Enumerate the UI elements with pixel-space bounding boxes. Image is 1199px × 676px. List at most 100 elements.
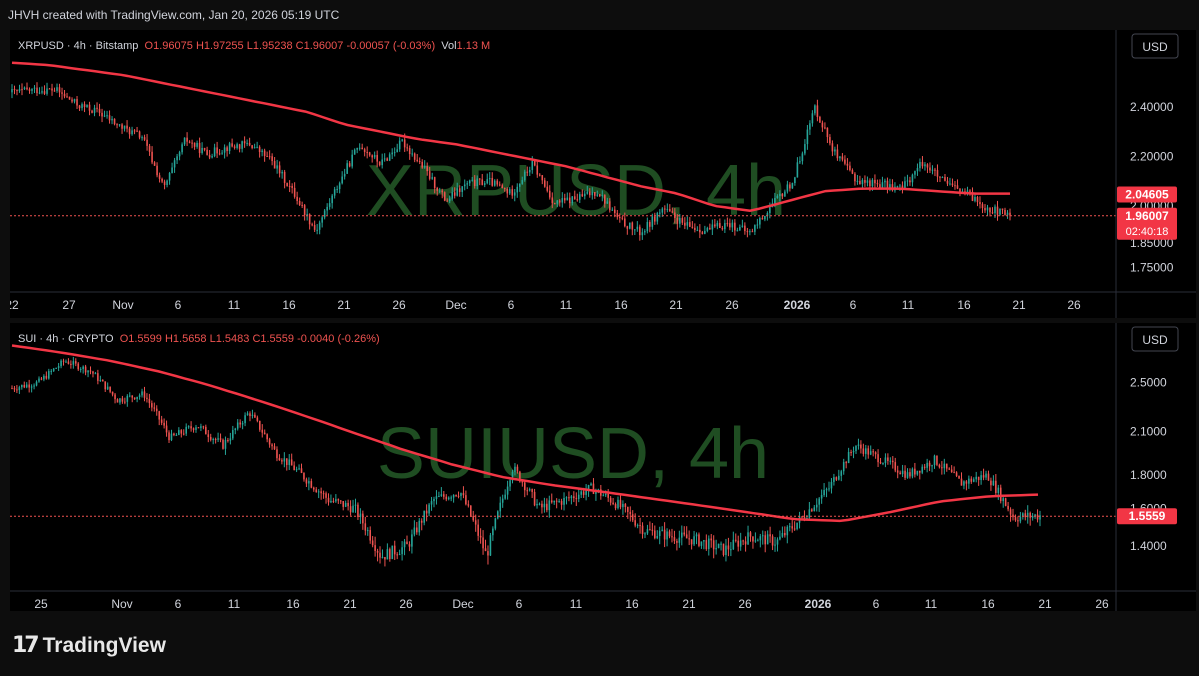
- candle-body: [46, 88, 48, 94]
- candle-body: [178, 152, 181, 157]
- candle-body: [446, 200, 449, 202]
- candle-body: [776, 196, 779, 199]
- candle-body: [979, 202, 981, 205]
- candle-body: [50, 370, 53, 372]
- candle-body: [829, 137, 831, 144]
- candle-body: [180, 430, 183, 434]
- candle-body: [376, 550, 379, 553]
- candle-body: [986, 207, 989, 211]
- time-tick-label: Dec: [445, 298, 466, 312]
- candle-body: [369, 530, 372, 541]
- candle-body: [94, 373, 97, 375]
- candle-body: [320, 491, 322, 494]
- candle-body: [548, 500, 551, 511]
- candle-body: [11, 388, 13, 390]
- candle-body: [426, 166, 429, 172]
- xrp-chart-svg[interactable]: XRPUSD, 4h2.400002.200002.000001.850001.…: [5, 30, 1196, 318]
- candle-body: [45, 375, 48, 379]
- candle-body: [596, 194, 599, 196]
- candle-body: [626, 226, 629, 229]
- candle-body: [306, 214, 308, 216]
- candle-body: [68, 96, 71, 100]
- candle-body: [965, 481, 968, 484]
- currency-button-frame[interactable]: [1131, 326, 1179, 352]
- candle-body: [815, 504, 818, 508]
- candle-body: [191, 142, 193, 144]
- tradingview-logo[interactable]: 17 TradingView: [12, 633, 166, 658]
- sui-chart-pane[interactable]: SUIUSD, 4h2.50002.10001.80001.60001.4000…: [10, 323, 1196, 611]
- candle-body: [411, 534, 413, 547]
- candle-body: [960, 478, 963, 486]
- sui-chart-svg[interactable]: SUIUSD, 4h2.50002.10001.80001.60001.4000…: [10, 323, 1196, 611]
- xrp-chart-pane[interactable]: XRPUSD, 4h 2.40000 2.20000 2.00000 1.85000 1.…: [5, 30, 1196, 318]
- candle-body: [826, 127, 829, 138]
- candle-body: [63, 93, 66, 97]
- candle-body: [118, 124, 121, 126]
- candle-body: [268, 156, 271, 158]
- candle-body: [148, 398, 151, 404]
- candle-body: [79, 369, 82, 371]
- candle-body: [634, 229, 636, 231]
- candle-body: [16, 389, 18, 391]
- candle-body: [835, 477, 838, 480]
- candle-body: [649, 529, 651, 531]
- currency-button-label[interactable]: USD: [1142, 40, 1168, 54]
- candle-body: [195, 427, 197, 430]
- candle-body: [774, 198, 776, 204]
- candle-body: [451, 192, 454, 199]
- candle-body: [856, 180, 859, 182]
- candle-body: [83, 104, 86, 108]
- currency-button[interactable]: USD: [1131, 326, 1179, 352]
- candle-body: [916, 168, 919, 172]
- candle-body: [857, 444, 860, 446]
- candle-body: [669, 209, 671, 212]
- candle-body: [74, 361, 77, 364]
- candle-body: [288, 459, 291, 465]
- candle-body: [21, 384, 23, 388]
- candle-body: [872, 451, 874, 453]
- candle-body: [379, 552, 381, 558]
- time-tick-label: 11: [228, 298, 241, 312]
- candle-body: [492, 528, 494, 536]
- candle-body: [701, 232, 704, 234]
- candle-body: [649, 222, 651, 227]
- candle-body: [582, 491, 585, 495]
- candle-body: [13, 388, 16, 390]
- candle-body: [971, 191, 974, 201]
- currency-button[interactable]: USD: [1131, 33, 1179, 59]
- price-tick-label: 2.1000: [1130, 425, 1167, 439]
- candle-body: [543, 180, 546, 187]
- candle-body: [48, 371, 50, 379]
- candle-body: [776, 539, 779, 545]
- candle-body: [51, 88, 53, 91]
- candle-body: [190, 426, 192, 429]
- candle-body: [658, 530, 661, 536]
- candle-body: [622, 503, 624, 508]
- price-tick-label: 2.20000: [1130, 150, 1174, 164]
- candle-body: [73, 99, 76, 102]
- currency-button-frame[interactable]: [1131, 33, 1179, 59]
- candle-body: [87, 370, 89, 373]
- candle-body: [608, 201, 611, 211]
- candle-body: [56, 87, 58, 91]
- currency-button-label[interactable]: USD: [1142, 333, 1168, 347]
- candle-body: [651, 216, 654, 227]
- candle-body: [972, 479, 975, 482]
- candle-body: [519, 471, 521, 482]
- candle-body: [356, 148, 358, 150]
- candle-body: [66, 96, 68, 98]
- candle-body: [1004, 498, 1007, 506]
- candle-body: [931, 465, 933, 467]
- candle-body: [729, 223, 731, 228]
- candle-body: [58, 87, 61, 93]
- candle-body: [281, 460, 283, 462]
- candle-body: [992, 480, 995, 486]
- candle-body: [286, 182, 288, 186]
- candle-body: [296, 196, 298, 201]
- candle-body: [335, 499, 337, 502]
- candle-body: [619, 217, 621, 219]
- candle-body: [1009, 212, 1011, 216]
- candle-body: [396, 149, 398, 153]
- candle-body: [914, 468, 916, 475]
- candle-body: [926, 164, 929, 168]
